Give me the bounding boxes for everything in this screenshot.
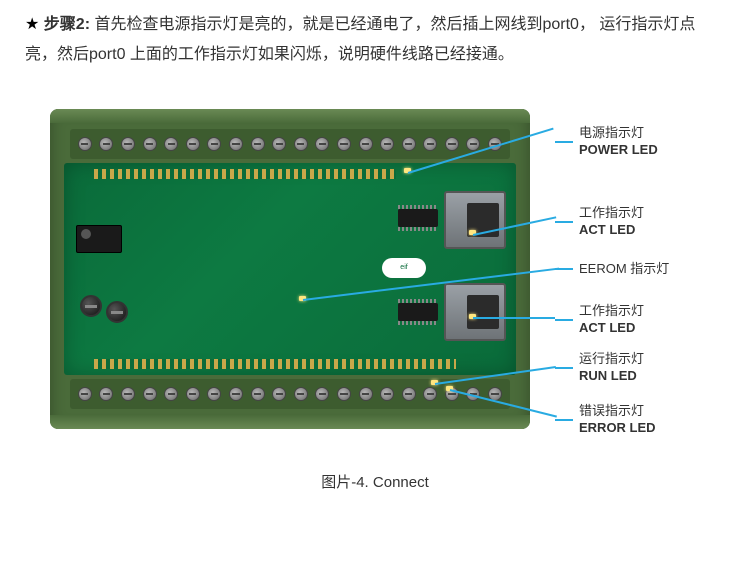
terminal-screw (99, 387, 113, 401)
terminal-screw (99, 137, 113, 151)
terminal-screw (294, 387, 308, 401)
terminal-screw (272, 137, 286, 151)
terminal-row-top (70, 129, 510, 159)
terminal-screw (380, 137, 394, 151)
terminal-screw (466, 137, 480, 151)
terminal-screw (337, 137, 351, 151)
terminal-screw (207, 387, 221, 401)
step-label: 步骤2: (44, 16, 90, 33)
callout-line (473, 317, 555, 319)
terminal-screw (121, 137, 135, 151)
terminal-screw (164, 137, 178, 151)
terminal-screw (294, 137, 308, 151)
terminal-screw (78, 387, 92, 401)
callout-text: 错误指示灯ERROR LED (579, 403, 656, 437)
callout-label: 电源指示灯POWER LED (555, 125, 658, 159)
terminal-screw (423, 137, 437, 151)
rj45-port-1 (444, 283, 506, 341)
callout-text: 工作指示灯ACT LED (579, 205, 644, 239)
instruction-body: 首先检查电源指示灯是亮的，就是已经通电了，然后插上网线到port0， 运行指示灯… (25, 16, 695, 63)
callout-text: EEROM 指示灯 (579, 261, 669, 278)
ic-chip (398, 209, 438, 227)
terminal-screw (251, 387, 265, 401)
rj45-port-0 (444, 191, 506, 249)
terminal-screw (78, 137, 92, 151)
terminal-screw (380, 387, 394, 401)
terminal-screw (229, 137, 243, 151)
callout-label: 工作指示灯ACT LED (555, 205, 644, 239)
terminal-screw (315, 387, 329, 401)
terminal-screw (337, 387, 351, 401)
figure-connect: eif 电源指示灯POWER LED工作指示灯ACT LEDEEROM 指示灯工… (25, 89, 725, 459)
terminal-screw (143, 387, 157, 401)
terminal-screw (359, 387, 373, 401)
callout-label: EEROM 指示灯 (555, 261, 669, 278)
ic-chip (398, 303, 438, 321)
terminal-screw (186, 387, 200, 401)
terminal-screw (423, 387, 437, 401)
figure-caption: 图片-4. Connect (25, 471, 725, 492)
pin-header (94, 359, 456, 369)
terminal-screw (402, 137, 416, 151)
instruction-text: ★ 步骤2: 首先检查电源指示灯是亮的，就是已经通电了，然后插上网线到port0… (25, 10, 725, 71)
terminal-screw (445, 137, 459, 151)
callout-text: 工作指示灯ACT LED (579, 303, 644, 337)
callout-label: 工作指示灯ACT LED (555, 303, 644, 337)
terminal-screw (315, 137, 329, 151)
terminal-screw (186, 137, 200, 151)
callout-text: 电源指示灯POWER LED (579, 125, 658, 159)
terminal-screw (143, 137, 157, 151)
callout-label: 错误指示灯ERROR LED (555, 403, 656, 437)
capacitor (80, 295, 102, 317)
capacitor (106, 301, 128, 323)
regulator-chip (76, 225, 122, 253)
star-icon: ★ (25, 16, 39, 33)
terminal-screw (164, 387, 178, 401)
terminal-screw (207, 137, 221, 151)
terminal-screw (272, 387, 286, 401)
terminal-screw (121, 387, 135, 401)
terminal-screw (402, 387, 416, 401)
pin-header (94, 169, 396, 179)
callout-text: 运行指示灯RUN LED (579, 351, 644, 385)
terminal-screw (229, 387, 243, 401)
terminal-screw (359, 137, 373, 151)
brand-logo: eif (382, 258, 426, 278)
terminal-screw (251, 137, 265, 151)
callout-label: 运行指示灯RUN LED (555, 351, 644, 385)
pcb: eif (64, 163, 516, 375)
